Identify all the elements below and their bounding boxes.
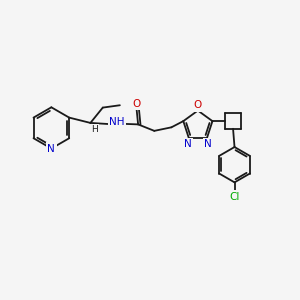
- Text: N: N: [184, 139, 191, 149]
- Text: H: H: [91, 125, 98, 134]
- Text: O: O: [133, 99, 141, 109]
- Text: N: N: [205, 139, 212, 149]
- Text: Cl: Cl: [229, 191, 240, 202]
- Text: N: N: [47, 143, 55, 154]
- Text: O: O: [194, 100, 202, 110]
- Text: NH: NH: [109, 117, 125, 127]
